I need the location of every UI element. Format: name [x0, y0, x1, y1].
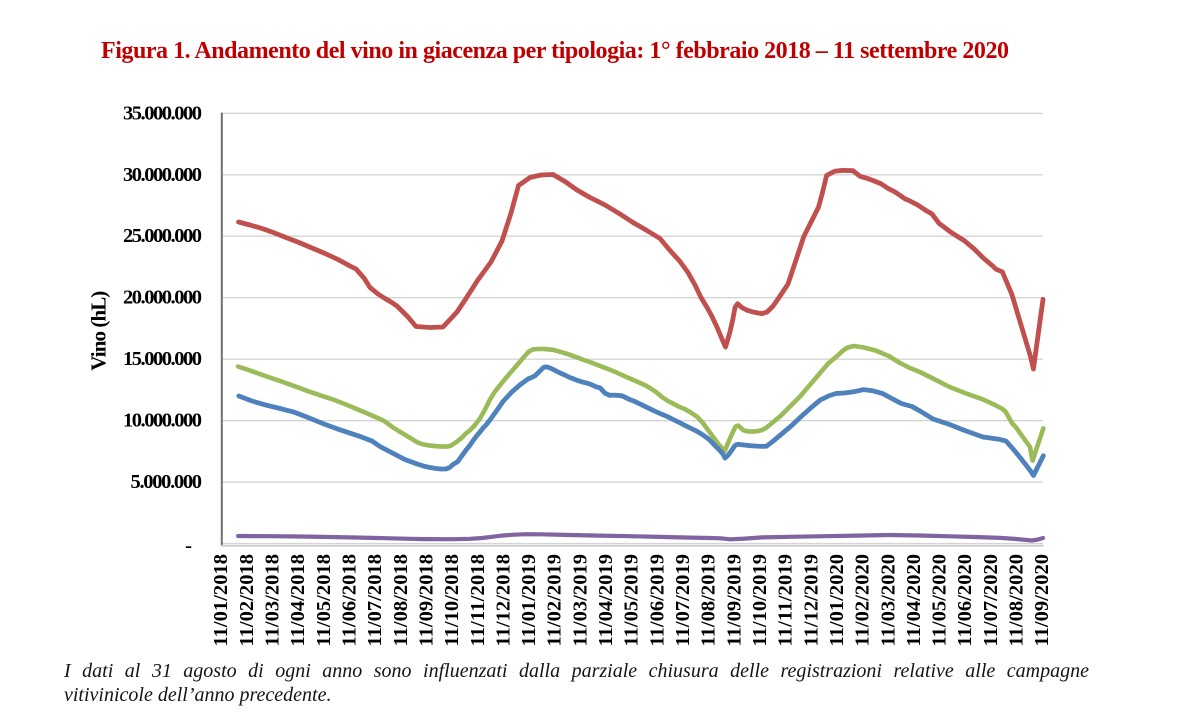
- svg-text:-: -: [185, 535, 192, 557]
- svg-text:11/05/2018: 11/05/2018: [313, 554, 335, 647]
- svg-text:11/03/2018: 11/03/2018: [262, 554, 284, 647]
- svg-text:11/12/2018: 11/12/2018: [492, 554, 514, 647]
- svg-text:11/02/2019: 11/02/2019: [544, 554, 566, 647]
- svg-text:11/09/2019: 11/09/2019: [723, 554, 745, 647]
- svg-text:11/12/2019: 11/12/2019: [800, 554, 822, 647]
- svg-text:15.000.000: 15.000.000: [123, 348, 202, 370]
- svg-text:Figura 1. Andamento del vino i: Figura 1. Andamento del vino in giacenza…: [101, 38, 1009, 64]
- svg-text:11/04/2018: 11/04/2018: [287, 554, 309, 647]
- svg-text:11/07/2020: 11/07/2020: [980, 554, 1002, 647]
- svg-text:11/01/2018: 11/01/2018: [210, 554, 232, 647]
- svg-text:11/07/2019: 11/07/2019: [672, 554, 694, 647]
- svg-text:11/07/2018: 11/07/2018: [364, 554, 386, 647]
- svg-text:11/06/2018: 11/06/2018: [339, 554, 361, 647]
- svg-text:11/11/2019: 11/11/2019: [775, 554, 797, 647]
- svg-text:10.000.000: 10.000.000: [123, 410, 202, 432]
- svg-text:11/06/2019: 11/06/2019: [646, 554, 668, 647]
- svg-text:11/09/2020: 11/09/2020: [1031, 554, 1053, 647]
- svg-text:11/08/2018: 11/08/2018: [390, 554, 412, 647]
- svg-text:11/05/2020: 11/05/2020: [929, 554, 951, 647]
- svg-text:11/03/2019: 11/03/2019: [569, 554, 591, 647]
- svg-text:11/03/2020: 11/03/2020: [877, 554, 899, 647]
- svg-text:11/01/2019: 11/01/2019: [518, 554, 540, 647]
- svg-text:11/08/2020: 11/08/2020: [1006, 554, 1028, 647]
- svg-text:5.000.000: 5.000.000: [131, 471, 203, 493]
- svg-text:11/02/2018: 11/02/2018: [236, 554, 258, 647]
- svg-text:25.000.000: 25.000.000: [123, 225, 202, 247]
- svg-text:11/01/2020: 11/01/2020: [826, 554, 848, 647]
- svg-text:11/02/2020: 11/02/2020: [852, 554, 874, 647]
- svg-text:11/04/2019: 11/04/2019: [595, 554, 617, 647]
- svg-text:Vino (hL): Vino (hL): [87, 291, 111, 371]
- svg-text:11/11/2018: 11/11/2018: [467, 554, 489, 647]
- svg-text:11/09/2018: 11/09/2018: [415, 554, 437, 647]
- svg-text:30.000.000: 30.000.000: [123, 164, 202, 186]
- svg-text:20.000.000: 20.000.000: [123, 287, 202, 309]
- svg-text:11/05/2019: 11/05/2019: [621, 554, 643, 647]
- svg-text:35.000.000: 35.000.000: [123, 102, 202, 124]
- svg-text:11/10/2019: 11/10/2019: [749, 554, 771, 647]
- svg-text:11/06/2020: 11/06/2020: [954, 554, 976, 646]
- svg-text:11/08/2019: 11/08/2019: [698, 554, 720, 647]
- svg-text:11/10/2018: 11/10/2018: [441, 554, 463, 647]
- svg-text:11/04/2020: 11/04/2020: [903, 554, 925, 647]
